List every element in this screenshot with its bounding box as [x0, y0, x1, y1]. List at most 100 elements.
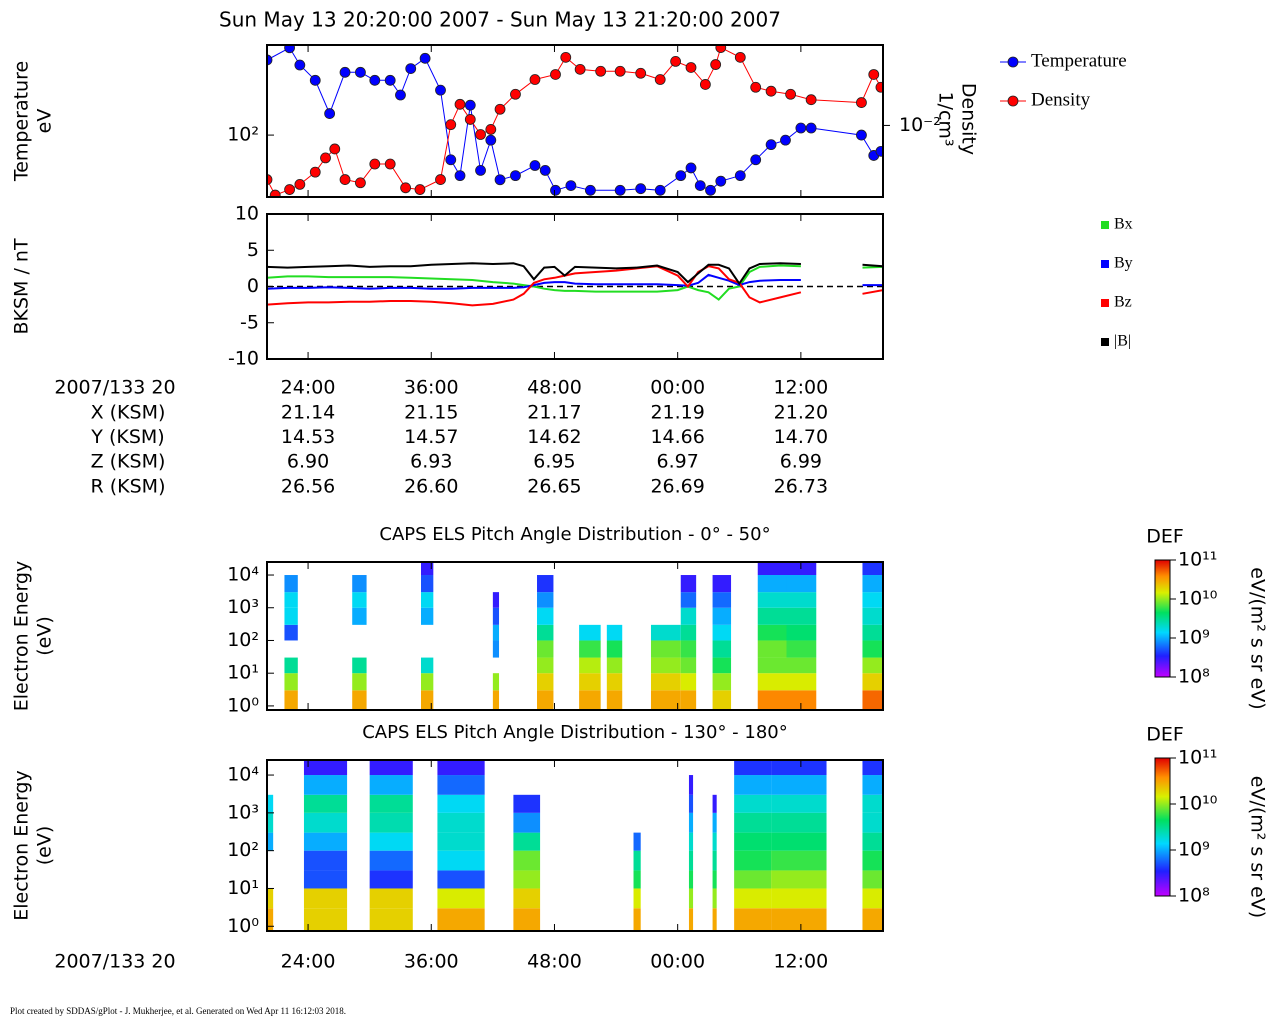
- heatmap-cell: [757, 607, 787, 625]
- heatmap-cell: [712, 888, 717, 909]
- heatmap-cell: [712, 832, 717, 851]
- heatmap-cell: [757, 690, 787, 710]
- heatmap-cell: [786, 673, 817, 691]
- heatmap-cell: [303, 908, 348, 931]
- heatmap-cell: [537, 690, 554, 710]
- heatmap-cell: [303, 775, 348, 795]
- heatmap-cell: [786, 624, 817, 641]
- ephemeris-value: 26.56: [281, 475, 335, 497]
- heatmap-cell: [771, 794, 827, 813]
- y-tick-label: 10⁴: [227, 764, 259, 786]
- data-point: [875, 145, 883, 157]
- legend-label: Bx: [1114, 216, 1133, 233]
- data-point: [699, 79, 711, 90]
- heatmap-cell: [513, 832, 541, 851]
- y-tick-label: 10³: [227, 596, 259, 618]
- heatmap-cell: [688, 908, 694, 931]
- heatmap-cell: [633, 832, 641, 851]
- y-tick-label: 10⁰: [227, 915, 259, 937]
- heatmap-cell: [352, 673, 367, 691]
- heatmap-cell: [284, 592, 298, 608]
- heatmap-cell: [712, 812, 717, 833]
- heatmap-cell: [757, 592, 787, 608]
- ephemeris-time: 12:00: [773, 377, 828, 399]
- heatmap-cell: [352, 575, 367, 593]
- heatmap-cell: [267, 812, 274, 833]
- heatmap-cell: [369, 870, 413, 889]
- data-point: [369, 74, 381, 86]
- data-point: [585, 184, 596, 196]
- heatmap-cell: [712, 592, 732, 608]
- data-point: [267, 174, 273, 185]
- data-point: [750, 154, 762, 166]
- colorbar-tick-label: 10¹⁰: [1178, 793, 1217, 815]
- data-point: [355, 177, 366, 189]
- ephemeris-value: 14.57: [404, 426, 458, 448]
- heatmap-cell: [771, 832, 827, 851]
- data-point: [614, 184, 626, 196]
- legend-label: By: [1114, 255, 1133, 272]
- time-label: 2007/133 20: [54, 951, 175, 973]
- heatmap-cell: [734, 888, 772, 909]
- colorbar-tick-label: 10¹¹: [1178, 747, 1217, 769]
- heatmap-cell: [537, 592, 554, 608]
- heatmap-cell: [303, 888, 348, 909]
- heatmap-cell: [862, 562, 883, 576]
- data-point: [445, 154, 457, 166]
- colorbar-tick-label: 10⁸: [1178, 666, 1210, 688]
- data-point: [529, 160, 541, 171]
- legend-label: Density: [1031, 89, 1091, 110]
- panel-title: CAPS ELS Pitch Angle Distribution - 0° -…: [379, 524, 770, 545]
- data-point: [405, 63, 417, 74]
- heatmap-cell: [303, 812, 348, 833]
- data-point: [675, 170, 687, 182]
- heatmap-cell: [606, 624, 623, 641]
- data-point: [324, 108, 336, 119]
- data-point: [395, 89, 406, 101]
- ephemeris-value: 21.15: [404, 402, 458, 424]
- legend-marker: [1007, 56, 1019, 68]
- y-axis-label: BKSM / nT: [11, 238, 33, 334]
- heatmap-cell: [786, 690, 817, 710]
- heatmap-cell: [680, 690, 697, 710]
- legend-swatch: [1101, 221, 1109, 229]
- heatmap-cell: [492, 624, 500, 641]
- colorbar-tick-label: 10⁸: [1178, 885, 1210, 907]
- heatmap-cell: [757, 575, 787, 593]
- legend-label: Bz: [1114, 294, 1132, 311]
- data-point: [435, 84, 446, 96]
- data-point: [529, 74, 541, 85]
- series-line: [267, 262, 883, 286]
- heatmap-cell: [369, 760, 413, 776]
- ephemeris-value: 21.20: [774, 402, 828, 424]
- legend-label: Temperature: [1031, 50, 1127, 71]
- heatmap-cell: [284, 657, 298, 674]
- data-point: [734, 51, 746, 63]
- heatmap-cell: [712, 690, 732, 710]
- ephemeris-label: Z (KSM): [91, 451, 166, 473]
- data-point: [294, 179, 306, 190]
- ephemeris-label: X (KSM): [91, 402, 166, 424]
- ephemeris-time: 00:00: [650, 377, 705, 399]
- ephemeris-value: 26.73: [774, 475, 828, 497]
- heatmap-cell: [537, 673, 554, 691]
- time-label: 2007/133 20: [54, 377, 175, 399]
- data-point: [464, 99, 476, 111]
- heatmap-cell: [513, 908, 541, 931]
- heatmap-cell: [771, 760, 827, 776]
- colorbar-title: DEF: [1146, 526, 1184, 548]
- heatmap-cell: [862, 592, 883, 608]
- heatmap-cell: [688, 812, 694, 833]
- colorbar-title: DEF: [1146, 724, 1184, 746]
- heatmap-cell: [579, 673, 601, 691]
- data-point: [267, 54, 273, 66]
- x-tick-label: 24:00: [281, 951, 336, 973]
- heatmap-cell: [862, 575, 883, 593]
- heatmap-cell: [712, 607, 732, 625]
- heatmap-cell: [579, 657, 601, 674]
- heatmap-cell: [757, 624, 787, 641]
- heatmap-cell: [437, 760, 485, 776]
- y-tick-label: 10³: [227, 801, 259, 823]
- heatmap-cell: [734, 812, 772, 833]
- heatmap-cell: [606, 640, 623, 658]
